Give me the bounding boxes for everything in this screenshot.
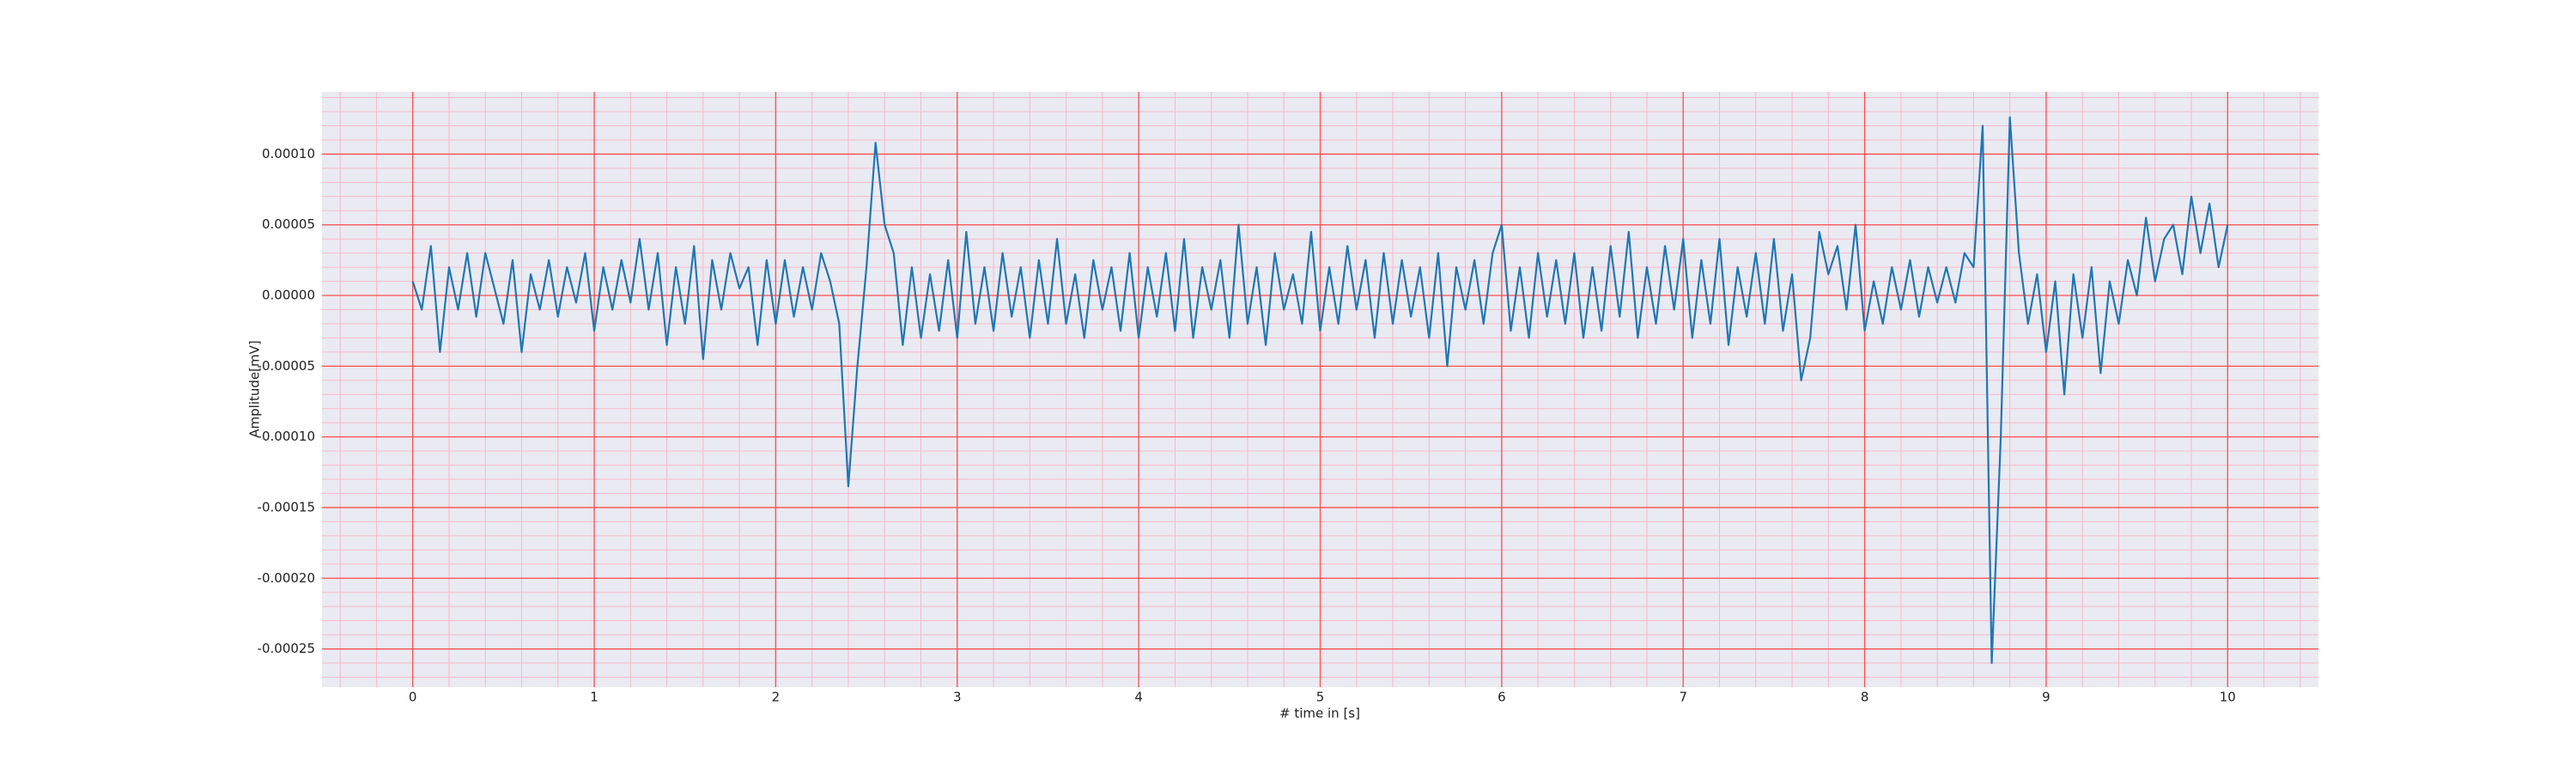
- y-tick-label: 0.00010: [262, 146, 315, 161]
- y-axis-label: Amplitude[mV]: [247, 340, 263, 437]
- y-tick-label: -0.00015: [258, 499, 315, 514]
- y-tick-label: 0.00000: [262, 288, 315, 303]
- x-tick-label: 1: [590, 690, 598, 705]
- x-axis-label: # time in [s]: [1279, 706, 1360, 721]
- x-tick-label: 6: [1498, 690, 1506, 705]
- x-tick-label: 10: [2220, 690, 2236, 705]
- y-tick-label: -0.00025: [258, 641, 315, 656]
- y-tick-label: -0.00005: [258, 358, 315, 374]
- x-tick-label: 7: [1679, 690, 1687, 705]
- y-tick-label: -0.00010: [258, 429, 315, 444]
- y-tick-label: -0.00020: [258, 570, 315, 586]
- data-line: [411, 116, 2229, 665]
- x-tick-label: 8: [1861, 690, 1869, 705]
- x-tick-label: 0: [409, 690, 417, 705]
- x-tick-label: 4: [1134, 690, 1143, 705]
- x-tick-label: 3: [953, 690, 962, 705]
- x-tick-label: 5: [1316, 690, 1325, 705]
- y-tick-label: 0.00005: [262, 216, 315, 232]
- x-tick-label: 2: [772, 690, 781, 705]
- x-tick-label: 9: [2042, 690, 2050, 705]
